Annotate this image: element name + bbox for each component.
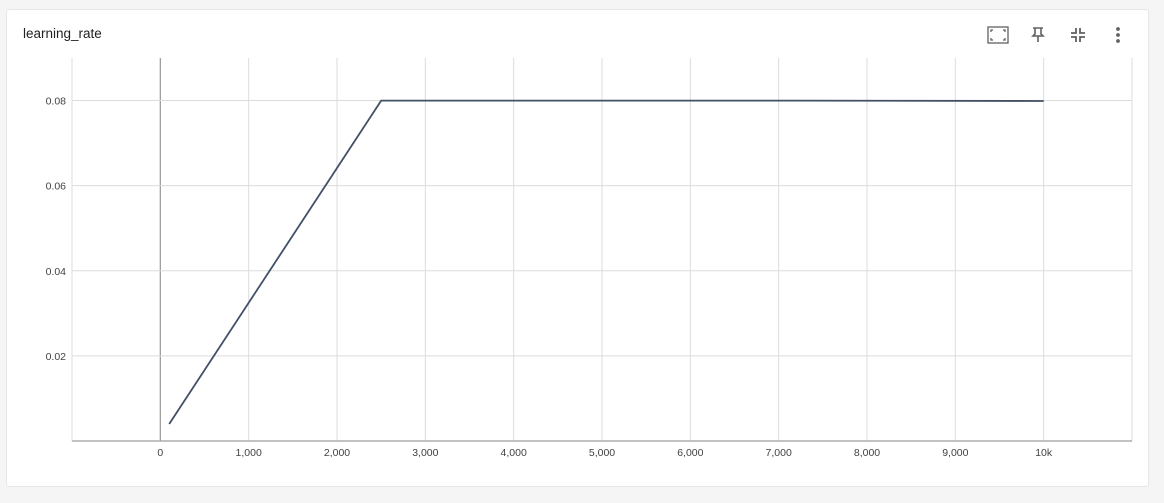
x-tick-label: 5,000	[589, 447, 615, 459]
y-tick-label: 0.02	[46, 351, 67, 363]
series-line[interactable]	[168, 99, 1044, 425]
fit-domain-button[interactable]	[978, 22, 1018, 48]
x-tick-label: 2,000	[324, 447, 350, 459]
scalar-chart-card: learning_rate	[6, 9, 1149, 487]
collapse-icon	[1070, 27, 1086, 43]
more-vert-icon	[1115, 26, 1121, 44]
y-tick-label: 0.06	[46, 181, 67, 193]
chart-title: learning_rate	[23, 26, 102, 41]
x-tick-label: 7,000	[766, 447, 792, 459]
collapse-button[interactable]	[1058, 22, 1098, 48]
pin-button[interactable]	[1018, 22, 1058, 48]
chart-toolbar	[978, 22, 1138, 48]
x-tick-label: 3,000	[412, 447, 438, 459]
x-tick-label: 4,000	[501, 447, 527, 459]
fit-domain-icon	[987, 26, 1009, 44]
more-options-button[interactable]	[1098, 22, 1138, 48]
x-tick-label: 8,000	[854, 447, 880, 459]
x-tick-label: 1,000	[236, 447, 262, 459]
x-tick-label: 6,000	[677, 447, 703, 459]
x-tick-label: 0	[157, 447, 163, 459]
x-tick-label: 9,000	[942, 447, 968, 459]
x-tick-label: 10k	[1035, 447, 1053, 459]
y-tick-label: 0.04	[46, 266, 67, 278]
y-tick-label: 0.08	[46, 96, 67, 108]
pin-icon	[1031, 27, 1045, 43]
